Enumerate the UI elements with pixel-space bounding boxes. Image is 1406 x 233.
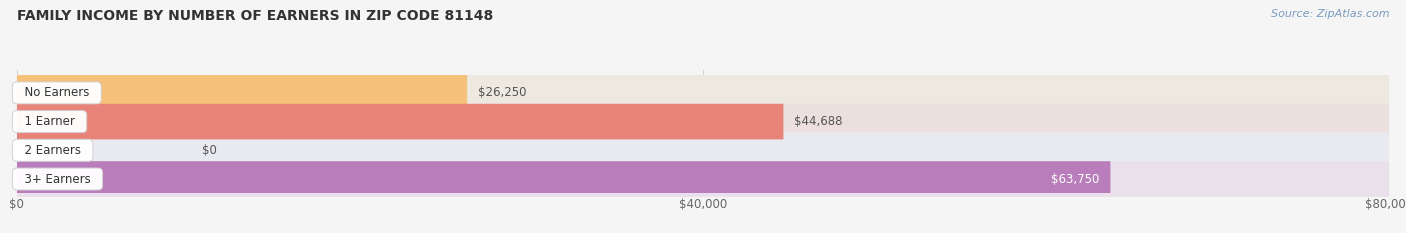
Text: $0: $0 xyxy=(202,144,217,157)
FancyBboxPatch shape xyxy=(17,133,1389,168)
FancyBboxPatch shape xyxy=(17,75,467,111)
FancyBboxPatch shape xyxy=(17,75,1389,111)
Text: Source: ZipAtlas.com: Source: ZipAtlas.com xyxy=(1271,9,1389,19)
Text: 3+ Earners: 3+ Earners xyxy=(17,172,98,185)
Text: FAMILY INCOME BY NUMBER OF EARNERS IN ZIP CODE 81148: FAMILY INCOME BY NUMBER OF EARNERS IN ZI… xyxy=(17,9,494,23)
Text: $26,250: $26,250 xyxy=(478,86,527,99)
FancyBboxPatch shape xyxy=(17,104,783,139)
Text: $63,750: $63,750 xyxy=(1052,172,1099,185)
Text: No Earners: No Earners xyxy=(17,86,97,99)
Text: 2 Earners: 2 Earners xyxy=(17,144,89,157)
Text: 1 Earner: 1 Earner xyxy=(17,115,82,128)
FancyBboxPatch shape xyxy=(17,161,1111,197)
FancyBboxPatch shape xyxy=(17,104,1389,139)
FancyBboxPatch shape xyxy=(17,161,1389,197)
Text: $44,688: $44,688 xyxy=(794,115,842,128)
